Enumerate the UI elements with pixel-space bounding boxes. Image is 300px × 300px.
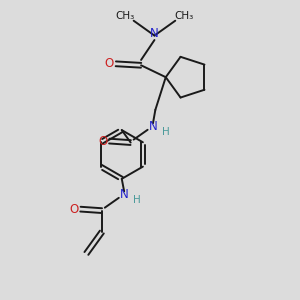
Text: N: N	[150, 27, 159, 40]
Text: H: H	[162, 127, 169, 137]
Text: O: O	[105, 57, 114, 70]
Text: N: N	[120, 188, 128, 201]
Text: CH₃: CH₃	[175, 11, 194, 21]
Text: CH₃: CH₃	[115, 11, 134, 21]
Text: N: N	[148, 120, 157, 133]
Text: H: H	[133, 195, 140, 205]
Text: O: O	[98, 135, 107, 148]
Text: O: O	[69, 202, 79, 216]
